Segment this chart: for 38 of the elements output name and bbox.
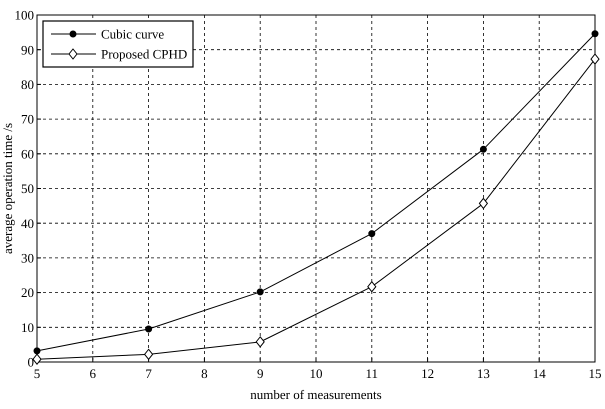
y-tick-label: 60 [21,146,34,162]
x-tick-label: 11 [366,366,378,381]
x-tick-label: 10 [310,366,322,381]
legend-label: Proposed CPHD [101,46,188,62]
x-tick-label: 5 [34,366,40,381]
x-tick-label: 8 [201,366,208,381]
y-tick-label: 40 [21,216,34,231]
point [367,281,376,292]
y-tick-label: 90 [21,42,34,58]
y-tick-label: 50 [21,181,34,196]
x-tick-label: 14 [532,366,546,381]
y-tick-label: 100 [14,8,34,23]
point [145,326,152,333]
y-tick-label: 10 [21,320,34,335]
y-tick-label: 0 [28,354,34,370]
y-tick-label: 20 [21,285,34,300]
x-tick-label: 12 [421,366,434,381]
x-tick-label: 7 [145,366,152,381]
x-tick-label: 9 [256,366,264,381]
point [256,336,265,348]
x-tick-label: 15 [588,366,602,381]
y-tick-label: 70 [21,112,34,127]
point [144,348,154,360]
x-tick-label: 6 [90,366,97,381]
legend-label: Cubic curve [101,26,164,42]
y-axis-title: average operation time /s [0,122,15,254]
point [480,146,487,153]
x-axis-title: number of measurements [250,387,382,402]
point [256,288,264,296]
point [592,30,598,38]
y-tick-label: 30 [21,250,34,266]
point [478,198,488,209]
point [34,347,40,354]
x-tick-label: 13 [476,366,490,381]
point [32,354,42,365]
y-tick-label: 80 [21,76,34,92]
point [590,54,600,65]
point [368,230,376,238]
